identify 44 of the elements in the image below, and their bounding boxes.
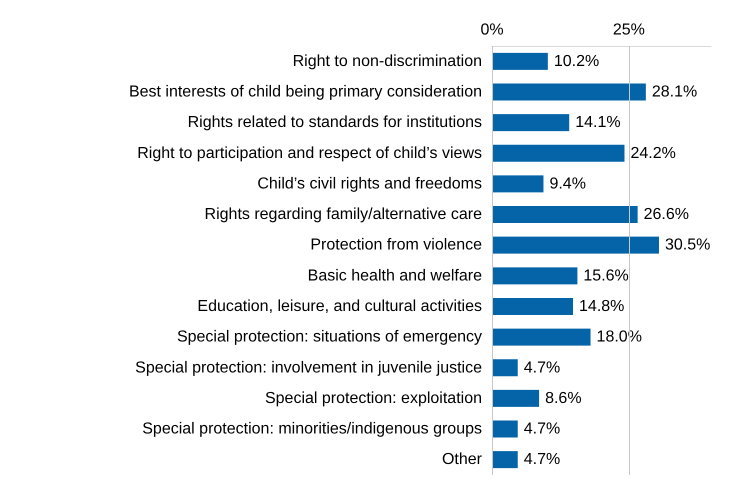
bar [492, 83, 646, 100]
bar [492, 420, 518, 438]
bar [492, 144, 624, 162]
y-tick-label: Special protection: minorities/indigenous groups [142, 420, 482, 438]
x-tick-label: 25% [612, 22, 645, 38]
bar [492, 359, 518, 376]
data-label: 15.6% [583, 267, 629, 284]
y-tick-label: Basic health and welfare [308, 267, 482, 284]
bar [492, 298, 574, 315]
data-label: 8.6% [545, 390, 582, 407]
bar [492, 175, 544, 192]
y-tick-label: Right to non-discrimination [292, 52, 482, 70]
data-label: 4.7% [524, 451, 560, 468]
data-label: 30.5% [664, 236, 710, 254]
y-tick-label: Child’s civil rights and freedoms [257, 175, 482, 192]
y-tick-label: Special protection: involvement in juvenile justice [135, 359, 482, 376]
y-tick-label: Right to participation and respect of child’s views [137, 144, 482, 162]
bar [492, 52, 548, 70]
bar [492, 114, 570, 132]
y-tick-label: Special protection: situations of emergency [176, 328, 482, 346]
bar [492, 328, 591, 346]
data-label: 4.7% [524, 420, 560, 438]
data-label: 10.2% [554, 52, 600, 70]
data-label: 9.4% [549, 175, 586, 192]
data-label: 18.0% [596, 328, 642, 346]
data-label: 4.7% [524, 359, 560, 376]
data-label: 26.6% [644, 206, 690, 224]
data-label: 28.1% [652, 83, 698, 100]
bar [492, 267, 578, 284]
data-label: 24.2% [630, 144, 676, 162]
y-tick-label: Best interests of child being primary consideration [128, 83, 482, 100]
x-tick-label: 0% [480, 22, 504, 38]
y-tick-label: Special protection: exploitation [264, 390, 482, 407]
y-tick-label: Education, leisure, and cultural activities [197, 298, 482, 315]
y-tick-label: Other [442, 451, 483, 468]
y-tick-label: Rights regarding family/alternative care [204, 206, 482, 224]
data-label: 14.8% [579, 298, 624, 315]
y-tick-label: Rights related to standards for institutions [188, 114, 482, 132]
y-tick-label: Protection from violence [310, 236, 482, 254]
data-label: 14.1% [575, 114, 621, 132]
bar [492, 206, 638, 224]
bar [492, 451, 518, 468]
bar [492, 390, 540, 407]
bar [492, 236, 659, 254]
